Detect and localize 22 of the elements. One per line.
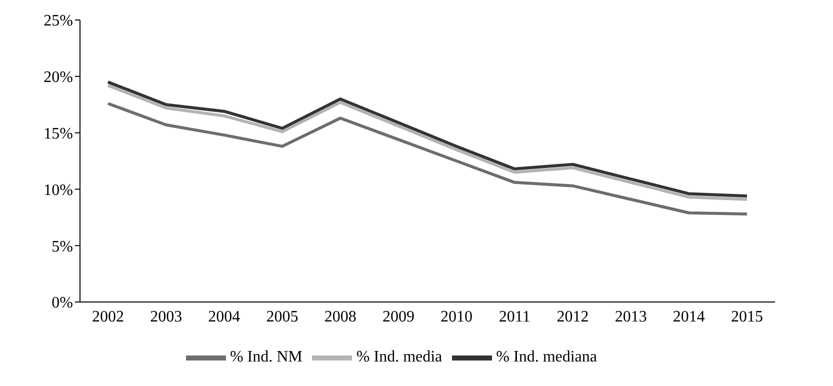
x-tick-label: 2004	[208, 308, 240, 326]
y-tick-label: 0%	[52, 294, 73, 312]
legend-label: % Ind. media	[356, 348, 442, 366]
x-tick-label: 2014	[672, 308, 705, 326]
legend-label: % Ind. mediana	[496, 348, 598, 366]
x-tick-label: 2012	[556, 308, 589, 326]
legend-label: % Ind. NM	[230, 348, 302, 366]
x-tick-label: 2002	[92, 308, 124, 326]
x-tick-label: 2013	[614, 308, 647, 326]
y-tick-label: 25%	[44, 12, 73, 30]
x-tick-label: 2009	[382, 308, 414, 326]
y-tick-label: 5%	[52, 238, 73, 256]
x-tick-label: 2005	[266, 308, 298, 326]
x-tick-label: 2015	[731, 308, 763, 326]
x-tick-label: 2008	[324, 308, 356, 326]
y-tick-label: 10%	[44, 182, 73, 199]
x-tick-label: 2003	[150, 308, 182, 326]
y-tick-label: 20%	[44, 69, 73, 86]
line-series	[106, 102, 748, 216]
x-tick-label: 2010	[440, 308, 473, 326]
x-tick-label: 2011	[498, 308, 530, 326]
y-tick-label: 15%	[44, 125, 73, 142]
